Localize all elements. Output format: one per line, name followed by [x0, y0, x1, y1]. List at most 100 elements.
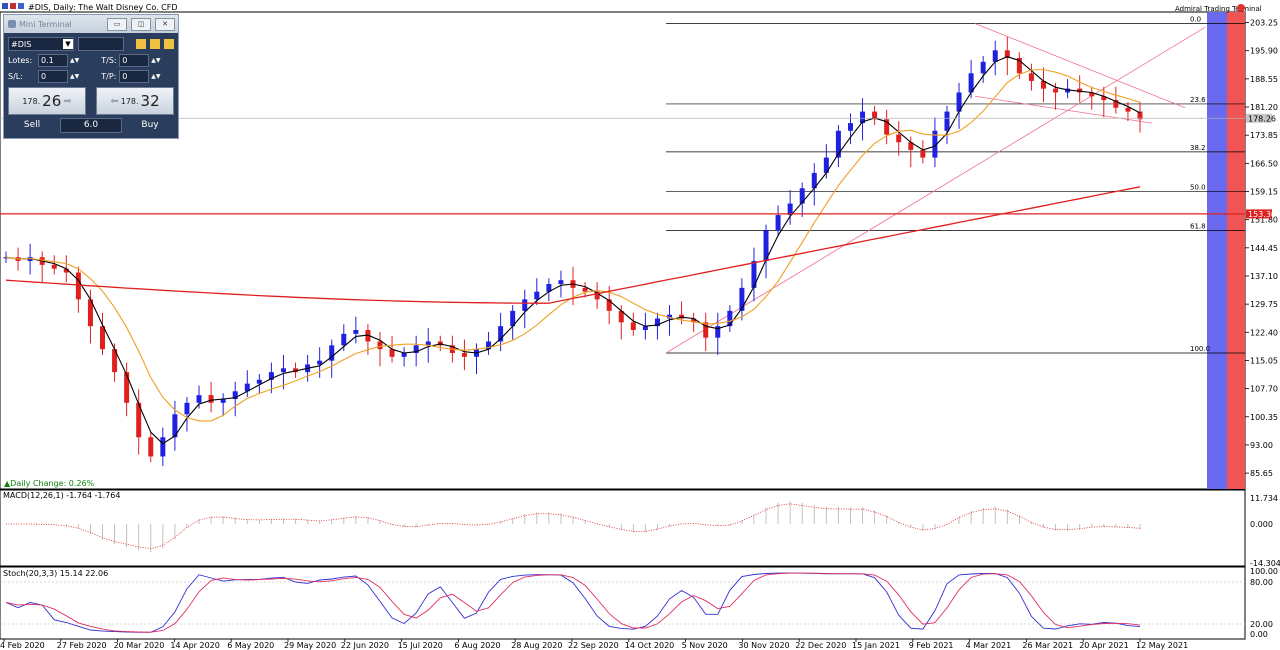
chart-icon-2 [10, 3, 16, 9]
x-tick-label: 20 Apr 2021 [1079, 641, 1128, 650]
x-tick-label: 4 Feb 2020 [0, 641, 45, 650]
buy-price-button[interactable]: ⬅ 178. 32 [96, 87, 174, 115]
candle-body [377, 341, 383, 350]
candle-body [835, 130, 841, 158]
x-tick-label: 9 Feb 2021 [909, 641, 954, 650]
y-tick-label: 203.25 [1250, 19, 1278, 28]
candle-body [1004, 50, 1010, 58]
buy-price-small: 178. [120, 96, 139, 106]
candle-body [184, 402, 190, 415]
tp-stepper[interactable]: ▲▼ [151, 72, 161, 80]
daily-change: ▲Daily Change: 0.26% [4, 479, 95, 488]
ts-label: T/S: [101, 55, 117, 65]
candle-body [1053, 88, 1059, 93]
symbol-extra-field[interactable] [78, 37, 124, 51]
symbol-value: #DIS [11, 39, 32, 49]
close-button[interactable]: ✕ [155, 18, 175, 31]
lots-stepper[interactable]: ▲▼ [70, 56, 80, 64]
restore-button[interactable]: ◫ [131, 18, 151, 31]
candle-body [944, 111, 950, 131]
chevron-down-icon[interactable]: ▼ [63, 39, 73, 49]
candle-body [787, 203, 793, 216]
sl-stepper[interactable]: ▲▼ [70, 72, 80, 80]
candle-body [256, 379, 262, 384]
candle-body [992, 50, 998, 62]
buy-button[interactable]: Buy [141, 120, 159, 130]
candle-body [510, 310, 516, 327]
candle-body [606, 299, 612, 311]
candle-body [896, 134, 902, 143]
ts-stepper[interactable]: ▲▼ [151, 56, 161, 64]
y-tick-label: 129.75 [1250, 300, 1278, 309]
candle-body [112, 349, 118, 373]
candle-body [1113, 100, 1119, 108]
minimize-button[interactable]: ▭ [107, 18, 127, 31]
x-tick-label: 5 Nov 2020 [682, 641, 728, 650]
trendline-resistance [974, 23, 1186, 109]
x-tick-label: 14 Oct 2020 [625, 641, 674, 650]
candle-body [148, 437, 154, 457]
candle-body [1077, 88, 1083, 93]
lots-input[interactable]: 0.1 [38, 53, 68, 67]
fib-level-label: 23.6 [1190, 96, 1206, 104]
candle-body [293, 368, 299, 373]
mini-terminal-title: Mini Terminal [19, 19, 72, 29]
candle-body [100, 326, 106, 350]
candle-body [401, 352, 407, 357]
fib-level-label: 61.8 [1190, 222, 1206, 230]
candle-body [872, 111, 878, 120]
candle-body [908, 142, 914, 150]
candle-body [727, 310, 733, 327]
chart-title: #DIS, Daily: The Walt Disney Co. CFD [28, 3, 178, 12]
ma-mid-line [5, 68, 1141, 422]
candle-body [220, 398, 226, 403]
band-red [1227, 12, 1245, 489]
alert-icon[interactable] [1237, 4, 1245, 12]
x-tick-label: 22 Jun 2020 [341, 641, 389, 650]
tp-input[interactable]: 0 [119, 69, 150, 83]
candle-body [268, 372, 274, 380]
sell-price-small: 178. [22, 96, 41, 106]
gear-icon[interactable] [150, 39, 160, 49]
sell-button[interactable]: Sell [23, 120, 41, 130]
candle-body [208, 395, 214, 403]
candle-body [763, 230, 769, 262]
candle-body [811, 172, 817, 189]
mini-terminal[interactable]: Mini Terminal ▭ ◫ ✕ #DIS ▼ Lotes: 0.1 ▲▼… [3, 14, 179, 139]
macd-tick-label: 11.734 [1250, 494, 1278, 503]
mini-terminal-titlebar[interactable]: Mini Terminal ▭ ◫ ✕ [4, 15, 178, 33]
candle-body [920, 149, 926, 158]
x-tick-label: 12 May 2021 [1136, 641, 1188, 650]
candle-body [280, 368, 286, 373]
candle-body [413, 345, 419, 353]
candle-body [691, 318, 697, 323]
candle-body [847, 123, 853, 131]
candle-body [244, 383, 250, 392]
chart-icon [2, 3, 8, 9]
ts-input[interactable]: 0 [119, 53, 150, 67]
spread-field[interactable]: 6.0 [60, 117, 122, 133]
sell-price-button[interactable]: 178. 26 ➡ [8, 87, 86, 115]
lock-icon[interactable] [164, 39, 174, 49]
x-tick-label: 27 Feb 2020 [57, 641, 107, 650]
chart-icon-3 [18, 3, 24, 9]
candle-body [956, 92, 962, 112]
candle-body [1101, 96, 1107, 101]
candle-body [51, 264, 57, 269]
settings-icon[interactable] [136, 39, 146, 49]
lots-label: Lotes: [8, 55, 33, 65]
symbol-select[interactable]: #DIS ▼ [8, 37, 74, 51]
candle-body [365, 330, 371, 342]
macd-tick-label: 0.000 [1250, 520, 1273, 529]
candle-body [932, 130, 938, 158]
candle-body [425, 341, 431, 346]
candle-body [353, 330, 359, 334]
candle-body [196, 395, 202, 403]
x-tick-label: 4 Mar 2021 [966, 641, 1012, 650]
y-tick-label: 144.45 [1250, 244, 1278, 253]
sl-input[interactable]: 0 [38, 69, 68, 83]
candle-body [172, 414, 178, 438]
y-tick-label: 166.50 [1250, 159, 1278, 168]
candle-body [715, 326, 721, 338]
